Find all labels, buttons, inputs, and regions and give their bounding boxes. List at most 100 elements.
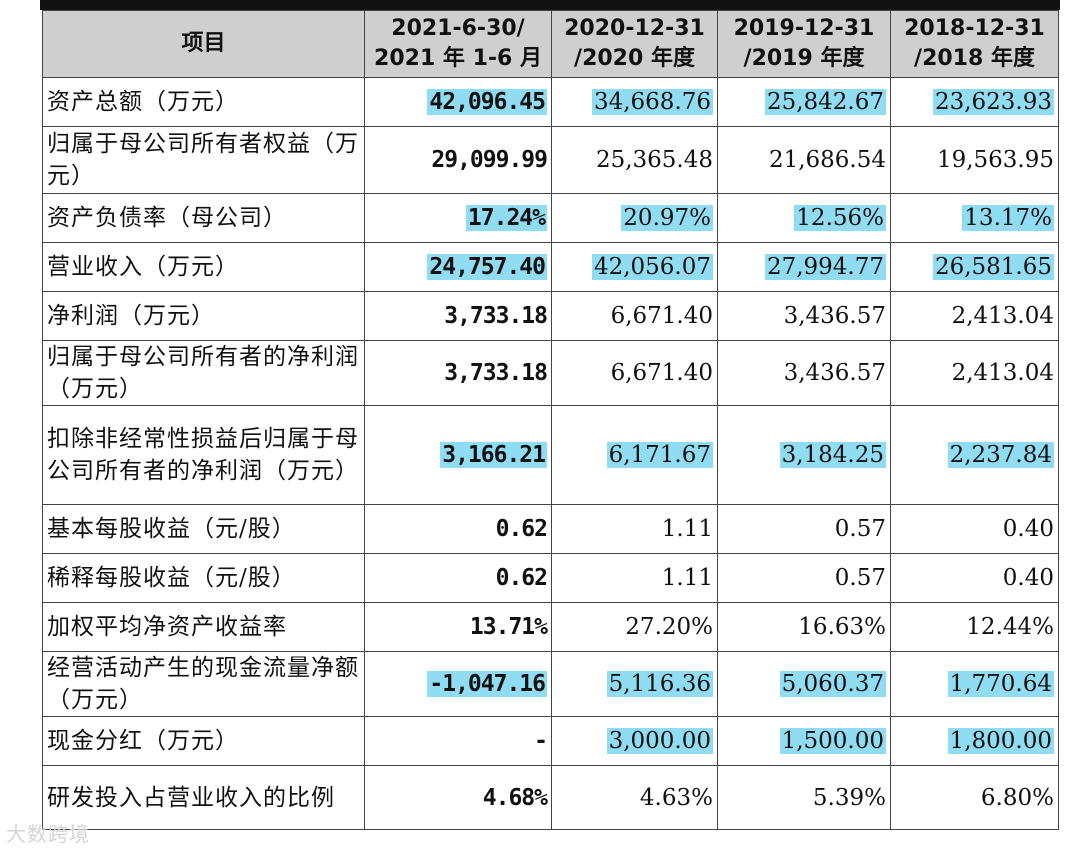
header-text: 2019-12-31 /2019 年度 — [733, 16, 875, 71]
header-cell-item: 项目 — [42, 10, 365, 78]
row-label: 营业收入（万元） — [42, 242, 365, 292]
value-cell: 3,184.25 — [717, 405, 891, 505]
value-cell: 5,060.37 — [717, 651, 891, 717]
row-label: 资产总额（万元） — [42, 77, 365, 127]
value-text: 1.11 — [661, 516, 713, 542]
value-cell: 24,757.40 — [364, 242, 552, 292]
value-cell: 1.11 — [551, 504, 718, 554]
value-text: 6.80% — [980, 784, 1054, 811]
value-text: 20.97% — [621, 205, 713, 231]
table-row: 资产负债率（母公司） 17.24% 20.97% 12.56% 13.17% — [42, 193, 1059, 243]
table-row: 稀释每股收益（元/股） 0.62 1.11 0.57 0.40 — [42, 553, 1059, 603]
value-cell: 5,116.36 — [551, 651, 718, 717]
value-cell: 1.11 — [551, 553, 718, 603]
value-cell: 3,000.00 — [551, 716, 718, 766]
value-cell: 27.20% — [551, 602, 718, 652]
value-text: 3,000.00 — [606, 728, 713, 754]
value-text: 12.44% — [966, 614, 1054, 640]
value-text: 42,056.07 — [591, 254, 713, 280]
row-label: 基本每股收益（元/股） — [42, 504, 365, 554]
row-label: 净利润（万元） — [42, 291, 365, 341]
value-text: 1,800.00 — [947, 728, 1054, 754]
value-text: 21,686.54 — [768, 147, 886, 173]
value-cell: 21,686.54 — [717, 126, 891, 194]
value-text: 3,436.57 — [783, 303, 886, 329]
value-cell: 12.56% — [717, 193, 891, 243]
table-row: 经营活动产生的现金流量净额（万元） -1,047.16 5,116.36 5,060.… — [42, 651, 1059, 717]
value-cell: 29,099.99 — [364, 126, 552, 194]
row-label: 稀释每股收益（元/股） — [42, 553, 365, 603]
value-text: 0.57 — [834, 565, 886, 591]
table-row: 研发投入占营业收入的比例 4.68% 4.63% 5.39% 6.80% — [42, 765, 1059, 830]
value-text: 16.63% — [798, 614, 886, 640]
value-cell: 1,770.64 — [890, 651, 1059, 717]
value-cell: 26,581.65 — [890, 242, 1059, 292]
value-text: 3,184.25 — [779, 442, 886, 468]
value-cell: 6,671.40 — [551, 291, 718, 341]
value-cell: 2,237.84 — [890, 405, 1059, 505]
value-cell: 17.24% — [364, 193, 552, 243]
value-cell: 27,994.77 — [717, 242, 891, 292]
value-cell: 25,365.48 — [551, 126, 718, 194]
value-text: 4.63% — [639, 784, 713, 811]
table-row: 基本每股收益（元/股） 0.62 1.11 0.57 0.40 — [42, 504, 1059, 554]
value-cell: 0.62 — [364, 504, 552, 554]
value-cell: 0.40 — [890, 553, 1059, 603]
value-cell: 6,171.67 — [551, 405, 718, 505]
value-cell: 19,563.95 — [890, 126, 1059, 194]
value-cell: 2,413.04 — [890, 291, 1059, 341]
watermark-text: 大数跨境 — [6, 822, 90, 846]
value-text: 3,733.18 — [444, 303, 548, 329]
table-row: 归属于母公司所有者权益（万元） 29,099.99 25,365.48 21,686.… — [42, 126, 1059, 194]
header-cell-2018: 2018-12-31 /2018 年度 — [890, 10, 1059, 78]
header-cell-2021h1: 2021-6-30/ 2021 年 1-6 月 — [364, 10, 552, 78]
value-cell: 4.68% — [364, 765, 552, 830]
value-text: 1,500.00 — [779, 728, 886, 754]
table-row: 加权平均净资产收益率 13.71% 27.20% 16.63% 12.44% — [42, 602, 1059, 652]
value-text: 17.24% — [465, 205, 547, 231]
value-cell: 23,623.93 — [890, 77, 1059, 127]
header-cell-2020: 2020-12-31 /2020 年度 — [551, 10, 718, 78]
value-text: 29,099.99 — [431, 147, 548, 173]
value-text: 13.71% — [469, 614, 548, 640]
value-text: 0.40 — [1002, 565, 1054, 591]
top-border-bar — [40, 0, 1060, 10]
row-label: 现金分红（万元） — [42, 716, 365, 766]
value-text: 2,413.04 — [951, 360, 1054, 386]
value-cell: 1,500.00 — [717, 716, 891, 766]
header-cell-2019: 2019-12-31 /2019 年度 — [717, 10, 891, 78]
value-text: 0.40 — [1002, 516, 1054, 542]
value-text: 26,581.65 — [932, 254, 1054, 280]
value-text: 23,623.93 — [932, 89, 1054, 115]
value-text: 13.17% — [962, 205, 1054, 231]
row-label: 研发投入占营业收入的比例 — [42, 765, 365, 830]
value-text: 12.56% — [794, 205, 886, 231]
value-text: 2,237.84 — [947, 442, 1054, 468]
value-text: 42,096.45 — [427, 89, 547, 115]
header-text: 2018-12-31 /2018 年度 — [904, 16, 1045, 71]
value-text: 2,413.04 — [951, 303, 1054, 329]
value-text: 6,171.67 — [606, 442, 713, 468]
value-text: 3,733.18 — [444, 360, 548, 386]
value-text: 27,994.77 — [764, 254, 886, 280]
row-label: 归属于母公司所有者的净利润（万元） — [42, 340, 365, 406]
value-text: 1.11 — [661, 565, 713, 591]
row-label: 经营活动产生的现金流量净额（万元） — [42, 651, 365, 717]
value-cell: 25,842.67 — [717, 77, 891, 127]
value-text: 19,563.95 — [936, 147, 1054, 173]
value-cell: 3,436.57 — [717, 340, 891, 406]
value-text: 4.68% — [482, 784, 548, 811]
value-text: 3,436.57 — [783, 360, 886, 386]
value-cell: 13.71% — [364, 602, 552, 652]
value-cell: 3,166.21 — [364, 405, 552, 505]
header-row: 项目 2021-6-30/ 2021 年 1-6 月 2020-12-31 /2… — [42, 10, 1059, 78]
financial-summary-table: 项目 2021-6-30/ 2021 年 1-6 月 2020-12-31 /2… — [42, 10, 1059, 830]
value-cell: 13.17% — [890, 193, 1059, 243]
value-text: 0.62 — [495, 516, 548, 542]
value-cell: 0.57 — [717, 504, 891, 554]
value-text: 27.20% — [625, 614, 713, 640]
value-cell: 34,668.76 — [551, 77, 718, 127]
table-row: 归属于母公司所有者的净利润（万元） 3,733.18 6,671.40 3,436.5… — [42, 340, 1059, 406]
value-cell: 12.44% — [890, 602, 1059, 652]
value-cell: - — [364, 716, 552, 766]
